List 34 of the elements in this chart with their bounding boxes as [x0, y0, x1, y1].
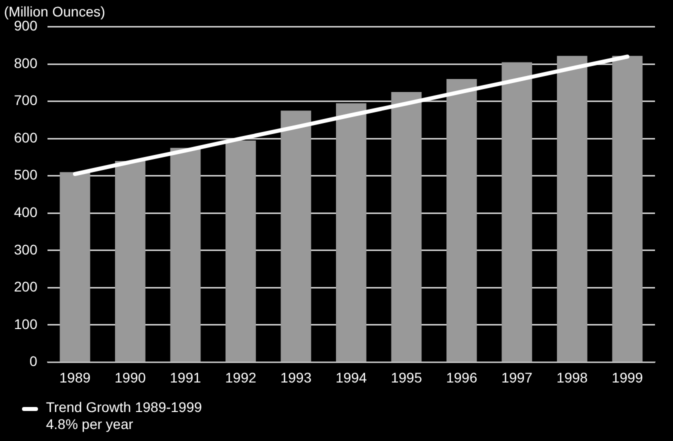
y-tick-label: 0: [30, 353, 38, 370]
y-tick-label: 400: [14, 204, 38, 220]
bar: [60, 172, 90, 362]
bar: [556, 56, 588, 362]
legend-label: Trend Growth 1989-1999 4.8% per year: [46, 399, 202, 433]
y-tick-label: 900: [14, 18, 38, 34]
x-tick-label: 1998: [556, 369, 588, 386]
y-tick-label: 100: [14, 316, 38, 332]
bar: [170, 148, 201, 362]
x-tick-label: 1999: [612, 369, 644, 386]
x-tick-label: 1995: [390, 369, 422, 386]
y-tick-label: 600: [14, 129, 38, 146]
bar: [391, 92, 422, 362]
y-tick-label: 500: [14, 166, 38, 183]
x-tick-label: 1992: [225, 369, 256, 386]
y-tick-label: 200: [14, 278, 38, 295]
x-tick-label: 1994: [336, 369, 367, 386]
y-tick-label: 800: [14, 54, 38, 71]
bar: [336, 103, 366, 362]
x-tick-label: 1993: [280, 369, 312, 386]
bar: [280, 110, 312, 362]
x-tick-label: 1990: [114, 369, 146, 386]
bar: [115, 160, 146, 362]
bar: [502, 62, 532, 362]
bar: [612, 56, 643, 362]
y-tick-label: 300: [14, 241, 38, 258]
x-tick-label: 1991: [170, 369, 202, 386]
x-tick-label: 1996: [446, 369, 478, 386]
bar: [446, 78, 477, 362]
y-axis-title: (Million Ounces): [4, 3, 106, 20]
y-tick-label: 700: [14, 92, 38, 108]
x-tick-label: 1997: [501, 369, 533, 386]
bar: [226, 140, 256, 362]
x-tick-label: 1989: [59, 369, 91, 386]
